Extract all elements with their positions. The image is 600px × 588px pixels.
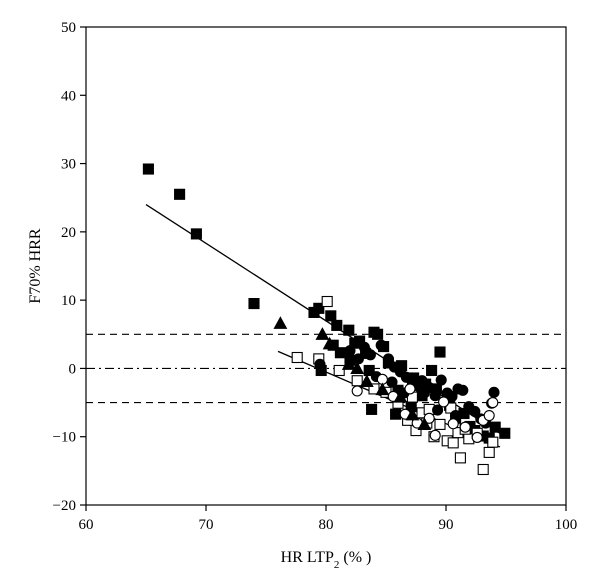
y-tick-label: 0 (69, 361, 77, 377)
data-point-square-filled (426, 364, 438, 377)
x-tick-label: 70 (199, 517, 214, 533)
data-point-circle-open (447, 418, 459, 430)
data-point-triangle-filled (322, 336, 337, 350)
data-point-square-filled (366, 403, 378, 415)
y-tick-label: −20 (53, 498, 76, 514)
x-tick-label: 80 (319, 517, 334, 533)
y-tick-label: 40 (61, 88, 76, 104)
data-point-square-filled (499, 427, 511, 439)
data-point-circle-open (487, 397, 499, 409)
data-point-circle-filled (382, 353, 394, 365)
data-point-square-filled (142, 163, 154, 175)
x-axis-ticks: 60 70 80 90 100 (79, 505, 578, 533)
data-point-circle-filled (364, 349, 376, 361)
data-point-circle-filled (358, 341, 370, 353)
data-point-circle-filled (488, 386, 500, 398)
data-point-circle-open (483, 409, 495, 422)
data-point-square-open (291, 351, 303, 364)
data-point-circle-open (471, 431, 483, 443)
data-point-circle-filled (344, 345, 356, 357)
data-point-square-filled (190, 228, 202, 240)
x-tick-label: 90 (439, 517, 454, 533)
data-point-circle-open (351, 385, 363, 397)
regression-line (145, 203, 501, 434)
data-point-square-filled (313, 302, 325, 314)
x-tick-label: 100 (555, 517, 578, 533)
data-point-circle-filled (457, 384, 469, 396)
data-point-triangle-filled (350, 361, 365, 374)
data-point-square-filled (343, 324, 355, 336)
data-point-square-open (321, 295, 333, 308)
data-point-square-filled (390, 408, 402, 420)
data-points (142, 163, 511, 476)
data-point-square-filled (372, 328, 384, 340)
data-point-square-filled (434, 346, 446, 358)
data-point-square-filled (489, 421, 501, 433)
data-point-circle-filled (400, 371, 412, 383)
data-point-circle-filled (314, 358, 326, 370)
data-point-square-open (351, 375, 363, 387)
data-point-square-filled (248, 298, 260, 310)
data-point-triangle-filled (393, 389, 408, 403)
data-point-square-open (434, 418, 446, 430)
data-point-circle-filled (386, 376, 398, 388)
y-axis-title: F70% HRR (27, 228, 44, 303)
data-point-triangle-filled (341, 357, 356, 370)
data-point-square-filled (363, 364, 375, 377)
y-tick-label: −10 (53, 430, 76, 446)
data-point-triangle-filled (375, 382, 390, 396)
y-tick-label: 50 (61, 20, 76, 36)
data-point-triangle-filled (405, 407, 420, 421)
data-point-square-filled (174, 188, 186, 200)
data-point-square-open (454, 452, 466, 464)
data-point-square-filled (325, 310, 337, 322)
data-point-circle-filled (469, 405, 481, 417)
data-point-circle-filled (435, 374, 447, 386)
data-point-circle-open (429, 429, 441, 441)
data-point-circle-filled (429, 390, 441, 402)
data-point-square-filled (331, 319, 343, 331)
data-point-triangle-filled (359, 374, 374, 387)
y-tick-label: 30 (61, 157, 76, 173)
x-axis-title: HR LTP2 (% ) (281, 549, 372, 571)
data-point-circle-open (404, 383, 416, 395)
data-point-circle-open (438, 396, 450, 408)
y-tick-label: 10 (61, 293, 76, 309)
y-tick-label: 20 (61, 225, 76, 241)
data-point-triangle-filled (273, 316, 288, 329)
data-point-circle-filled (432, 404, 444, 416)
data-point-circle-filled (352, 353, 364, 365)
data-point-circle-filled (423, 381, 435, 394)
data-point-circle-filled (446, 390, 458, 402)
data-point-triangle-filled (417, 417, 432, 430)
x-tick-label: 60 (79, 517, 94, 533)
data-point-square-open (447, 437, 459, 449)
data-point-circle-filled (416, 375, 428, 387)
data-point-circle-open (459, 421, 471, 433)
data-point-square-open (487, 436, 499, 448)
data-point-square-open (483, 446, 495, 458)
data-point-triangle-filled (315, 327, 330, 340)
data-point-square-open (333, 364, 345, 377)
data-point-square-open (477, 463, 489, 476)
data-point-circle-filled (375, 339, 387, 351)
y-axis-ticks: 50 40 30 20 10 0 −10 −20 (53, 20, 86, 514)
data-point-square-filled (334, 347, 346, 359)
